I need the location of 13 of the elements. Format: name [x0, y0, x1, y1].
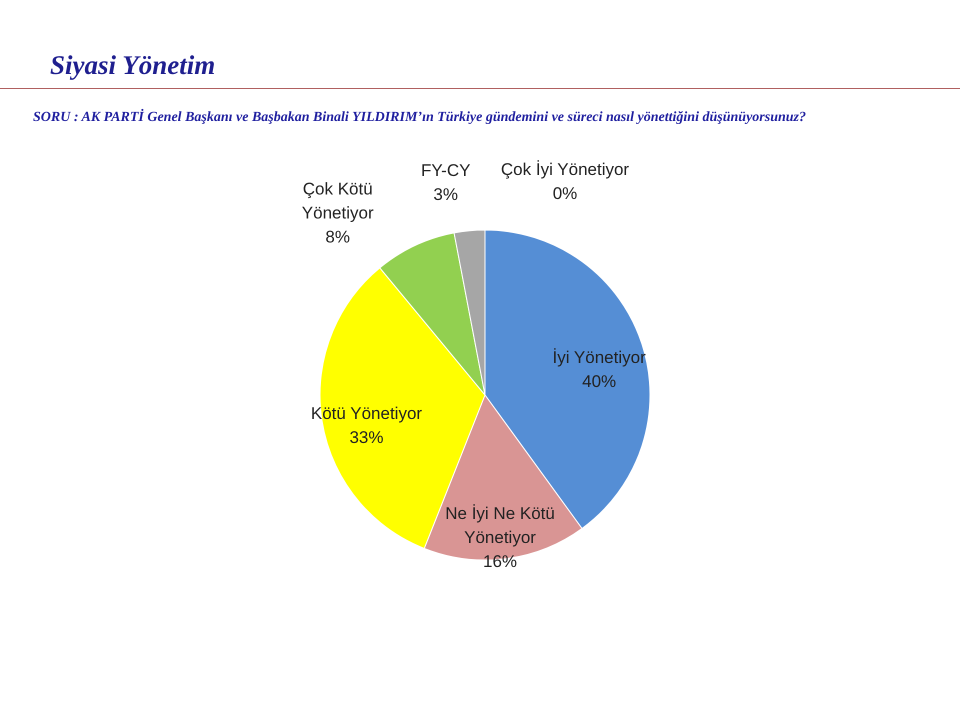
data-label: 3%: [433, 184, 458, 204]
data-label: 33%: [349, 428, 384, 447]
slice-label: FY-CY: [420, 160, 470, 180]
slice-label: İyi Yönetiyor: [552, 348, 646, 367]
data-label: 40%: [582, 372, 616, 391]
data-label: 8%: [325, 228, 350, 247]
slice-label: Ne İyi Ne Kötü Yönetiyor: [445, 504, 555, 548]
category-label: Çok İyi Yönetiyor: [500, 160, 630, 179]
text: 0%: [552, 184, 578, 203]
chart-title: Siyasi Yönetim: [50, 50, 216, 81]
data-label: 16%: [483, 552, 518, 572]
slice-label: Çok Kötü Yönetiyor: [302, 180, 374, 223]
chart-subtitle: SORU : AK PARTİ Genel Başkanı ve Başbakan Binali YILDIRIM’ın Türkiye gündemini ve süreci nasıl yönettiğini düşünüyorsunuz?: [33, 108, 807, 127]
